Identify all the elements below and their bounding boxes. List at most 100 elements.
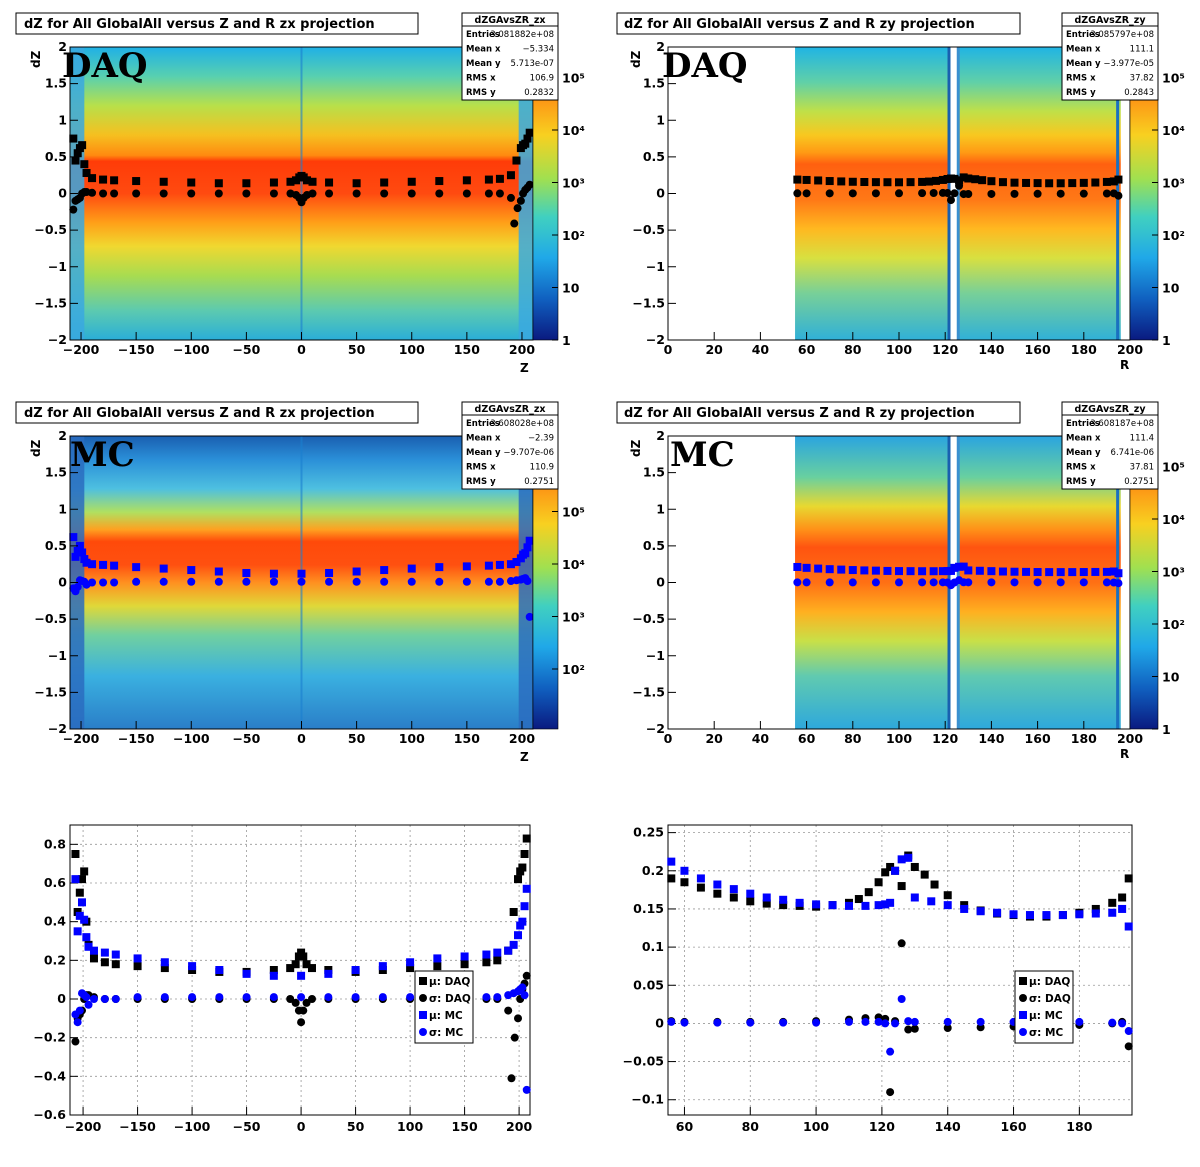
x-tick-label: 100 <box>397 1119 423 1134</box>
data-point <box>844 901 853 910</box>
profile-marker <box>407 189 416 198</box>
y-tick-label: 1.5 <box>45 465 67 480</box>
z-tick-label: 10² <box>1162 617 1185 632</box>
profile-marker <box>297 577 306 586</box>
legend-label: σ: DAQ <box>429 993 471 1005</box>
x-tick-label: 140 <box>978 731 1004 746</box>
y-tick-label: 1 <box>656 112 665 127</box>
data-point <box>713 889 722 898</box>
overlay-label: DAQ <box>62 46 147 86</box>
profile-marker <box>325 568 334 577</box>
stats-name: dZGAvsZR_zy <box>1074 404 1146 415</box>
z-tick-label: 10⁵ <box>1162 71 1185 86</box>
profile-marker <box>75 541 84 550</box>
profile-marker <box>1056 189 1065 198</box>
data-point <box>779 895 788 904</box>
profile-marker <box>132 177 141 186</box>
data-point <box>504 1006 513 1015</box>
z-tick-label: 10³ <box>562 610 585 625</box>
stats-key: RMS y <box>1066 477 1096 487</box>
profile-marker <box>1114 191 1123 200</box>
profile-marker <box>214 567 223 576</box>
data-point <box>133 993 142 1002</box>
y-tick-label: 1.5 <box>643 76 665 91</box>
data-point <box>976 1017 985 1026</box>
x-tick-label: −100 <box>173 731 210 746</box>
x-tick-label: 50 <box>348 342 366 357</box>
profile-marker <box>964 190 973 199</box>
profile-marker <box>521 549 530 558</box>
stats-value: −9.707e-06 <box>503 448 554 458</box>
x-tick-label: 180 <box>1071 731 1097 746</box>
profile-marker <box>308 177 317 186</box>
data-point <box>881 900 890 909</box>
title-box <box>15 401 419 424</box>
data-point <box>291 960 300 969</box>
profile-marker <box>1022 567 1031 576</box>
data-point <box>886 1047 895 1056</box>
profile-marker <box>1114 175 1123 184</box>
data-point <box>111 960 120 969</box>
legend-marker <box>419 977 427 985</box>
data-point <box>324 969 333 978</box>
y-tick-label: 0.6 <box>44 875 66 890</box>
y-tick-label: 0.15 <box>633 901 664 916</box>
y-tick-label: −2 <box>646 721 665 736</box>
data-point <box>324 993 333 1002</box>
z-tick-label: 10⁵ <box>562 71 585 86</box>
data-point <box>351 966 360 974</box>
data-point <box>80 867 89 876</box>
profile-marker <box>955 181 964 190</box>
x-tick-label: 0 <box>664 731 673 746</box>
plot-background <box>70 825 530 1115</box>
profile-marker <box>132 577 141 586</box>
y-tick-label: 0.2 <box>642 863 664 878</box>
x-axis-label: Z <box>520 361 529 375</box>
profile-marker <box>950 174 959 183</box>
profile-marker <box>929 578 938 587</box>
profile-marker <box>802 578 811 587</box>
data-point <box>482 950 491 959</box>
data-point <box>518 983 527 992</box>
data-point <box>910 1024 919 1033</box>
profile-marker <box>506 560 515 569</box>
profile-marker <box>506 171 515 180</box>
stats-value: 106.9 <box>530 74 554 84</box>
profile-marker <box>1079 568 1088 577</box>
profile-marker <box>1010 178 1019 187</box>
profile-marker <box>848 578 857 587</box>
x-tick-label: 100 <box>886 342 912 357</box>
x-tick-label: 150 <box>452 1119 478 1134</box>
y-tick-label: 0 <box>58 575 67 590</box>
x-tick-label: 40 <box>752 731 770 746</box>
x-tick-label: 120 <box>869 1119 895 1134</box>
profile-marker <box>484 577 493 586</box>
data-point <box>493 993 502 1002</box>
data-point <box>897 882 906 891</box>
z-tick-label: 10³ <box>562 176 585 191</box>
data-point <box>433 954 442 963</box>
data-point <box>960 904 969 913</box>
x-tick-label: 20 <box>705 731 723 746</box>
profile-marker <box>187 178 196 187</box>
data-point <box>460 960 469 969</box>
profile-marker <box>159 577 168 586</box>
profile-marker <box>242 568 251 577</box>
profile-marker <box>964 174 973 183</box>
y-tick-label: 1 <box>656 501 665 516</box>
x-tick-label: 200 <box>1117 731 1143 746</box>
y-tick-label: 0.2 <box>44 952 66 967</box>
y-tick-label: 0.5 <box>643 149 665 164</box>
data-point <box>729 885 738 894</box>
data-point <box>874 878 883 887</box>
stats-key: Mean x <box>1066 45 1101 55</box>
profile-marker <box>895 567 903 576</box>
profile-marker <box>1114 579 1123 588</box>
profile-marker <box>1010 578 1019 587</box>
data-point <box>406 958 415 967</box>
profile-marker <box>1056 179 1065 188</box>
data-point <box>518 917 527 926</box>
x-axis-label: R <box>1120 358 1129 372</box>
profile-marker <box>269 178 278 187</box>
data-point <box>920 870 929 879</box>
